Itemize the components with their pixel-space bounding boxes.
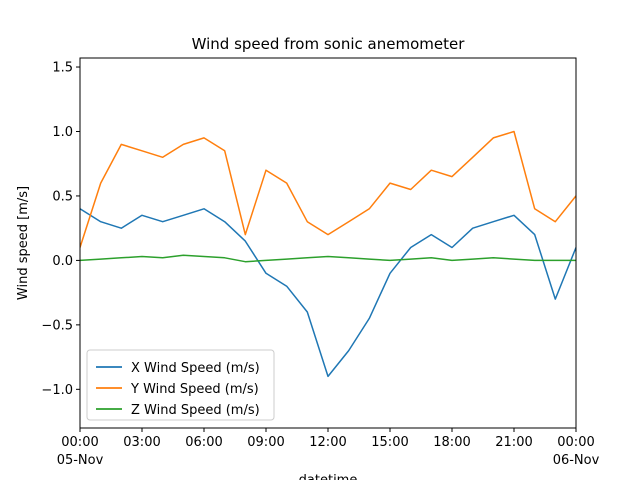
y-axis-ticks: −1.0 −0.5 0.0 0.5 1.0 1.5 [41, 61, 80, 398]
legend-entry: Z Wind Speed (m/s) [131, 403, 260, 418]
x-tick-label: 06:00 [185, 435, 222, 450]
x-tick-label: 15:00 [371, 435, 408, 450]
x-axis-ticks: 00:00 05-Nov 03:00 06:00 09:00 12:00 15:00 18:0… [57, 428, 600, 468]
x-tick-date-label: 05-Nov [57, 453, 104, 468]
x-tick-label: 21:00 [495, 435, 532, 450]
y-tick-label: 0.5 [52, 189, 73, 204]
y-tick-label: 1.0 [52, 125, 73, 140]
x-tick-label: 03:00 [123, 435, 160, 450]
legend-entry: Y Wind Speed (m/s) [130, 382, 259, 397]
series-line-2 [80, 130, 576, 248]
x-tick-label: 12:00 [309, 435, 346, 450]
legend-entry: X Wind Speed (m/s) [131, 361, 260, 376]
legend: X Wind Speed (m/s) Y Wind Speed (m/s) Z Wi… [86, 349, 275, 421]
series-line-3 [80, 254, 576, 263]
y-tick-label: 1.5 [52, 61, 73, 76]
series-line-1 [80, 208, 576, 378]
x-axis-label: datetime [299, 473, 358, 480]
y-tick-label: −0.5 [41, 318, 73, 333]
x-tick-label: 00:00 [557, 435, 594, 450]
x-tick-date-label: 06-Nov [553, 453, 600, 468]
x-tick-label: 18:00 [433, 435, 470, 450]
series-layer [80, 130, 576, 378]
y-tick-label: 0.0 [52, 254, 73, 269]
x-tick-label: 00:00 [61, 435, 98, 450]
y-tick-label: −1.0 [41, 383, 73, 398]
chart-title: Wind speed from sonic anemometer [192, 35, 466, 53]
y-axis-label: Wind speed [m/s] [16, 186, 31, 300]
x-tick-label: 09:00 [247, 435, 284, 450]
legend-box [86, 349, 275, 421]
